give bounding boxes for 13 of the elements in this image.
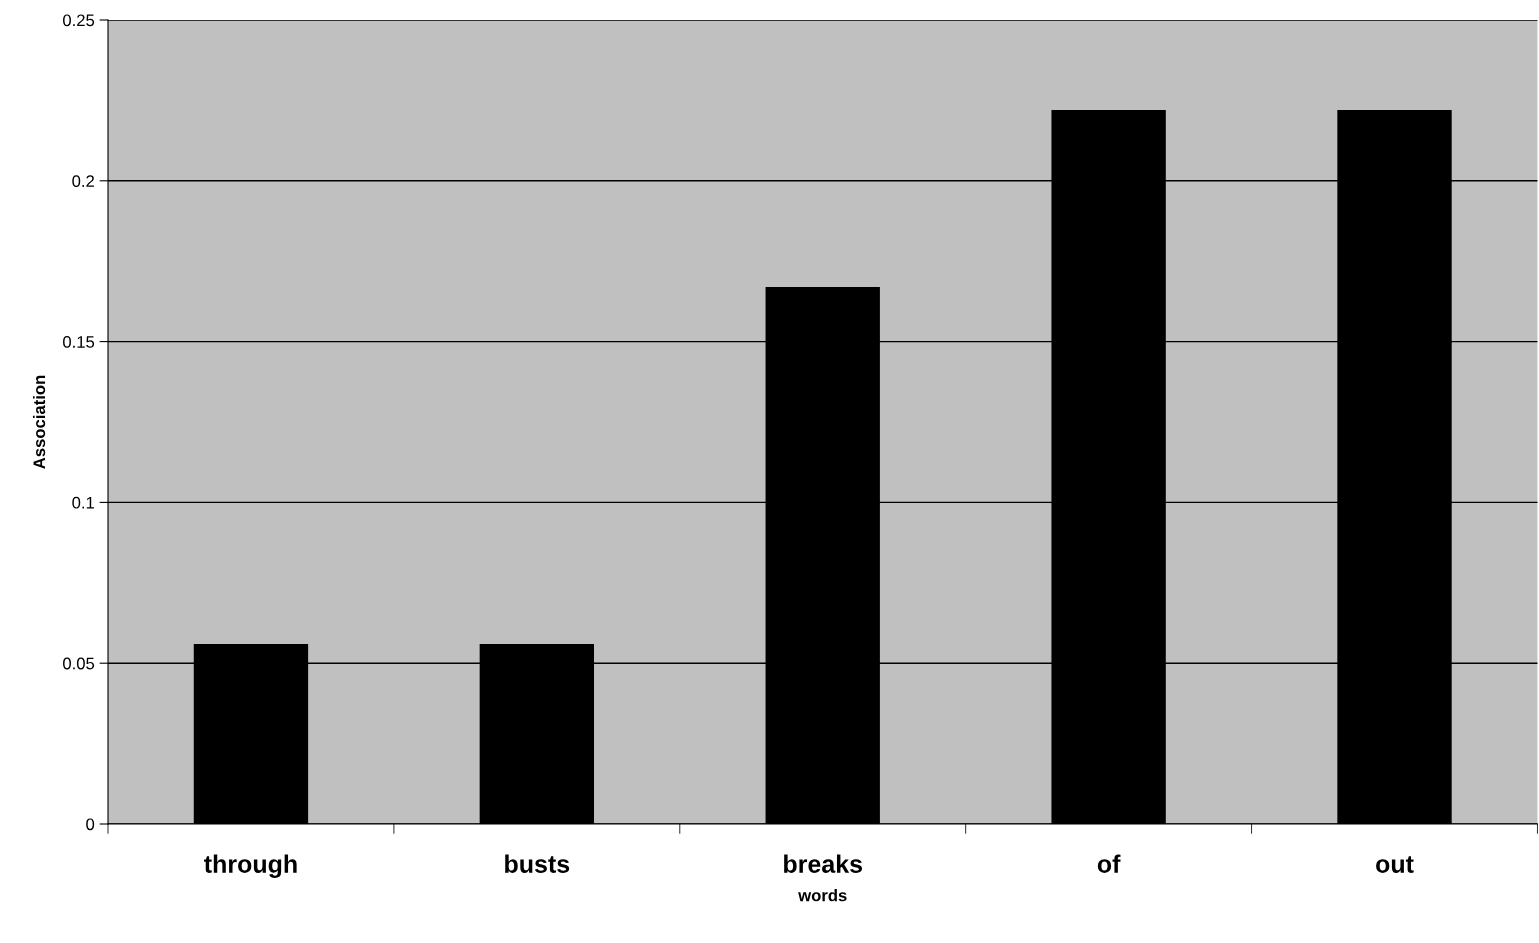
y-tick-label: 0.15 [63,336,95,348]
x-tick-label: breaks [784,854,863,873]
x-tick-label: out [1376,856,1414,873]
x-tick-label: busts [505,854,570,873]
x-axis-title: words [798,889,847,902]
x-tick-label: of [1097,854,1121,873]
y-axis-title: Association [32,375,46,469]
y-tick-label: 0 [86,818,95,831]
x-tick-label: through [204,854,297,878]
y-tick-label: 0.1 [72,496,94,509]
y-tick-label: 0.05 [63,657,95,670]
y-tick-label: 0.2 [72,175,94,187]
y-tick-label: 0.25 [63,14,95,27]
